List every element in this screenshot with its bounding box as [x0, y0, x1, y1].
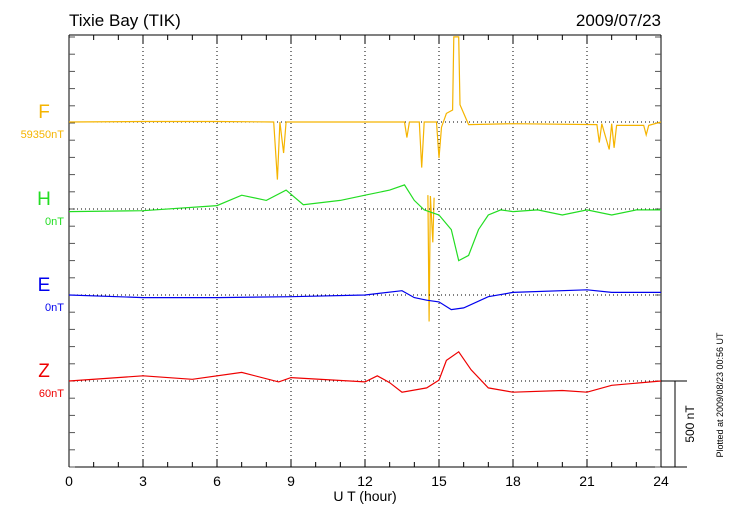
series-line-H [69, 184, 661, 262]
series-name-F: F [38, 102, 50, 123]
x-tick-label: 0 [65, 473, 73, 489]
x-tick-label: 6 [213, 473, 221, 489]
series-name-Z: Z [38, 361, 50, 382]
x-axis-label: U T (hour) [333, 488, 396, 504]
baseline-label-F: 59350nT [21, 129, 65, 141]
series-name-H: H [37, 189, 51, 210]
x-tick-label: 18 [505, 473, 521, 489]
baseline-label-E: 0nT [45, 302, 64, 314]
baseline-label-H: 0nT [45, 216, 64, 228]
series-name-E: E [38, 275, 51, 296]
x-tick-label: 15 [431, 473, 447, 489]
baseline-label-Z: 60nT [39, 388, 64, 400]
plot-footnote: Plotted at 2009/08/23 00:56 UT [715, 332, 725, 458]
series-line-Z [69, 350, 661, 393]
x-tick-label: 3 [139, 473, 147, 489]
chart-title: Tixie Bay (TIK) [69, 11, 181, 30]
series-line-F [69, 36, 661, 322]
chart-date: 2009/07/23 [576, 11, 661, 30]
scale-bar-label: 500 nT [683, 405, 697, 443]
x-tick-label: 9 [287, 473, 295, 489]
x-tick-label: 12 [357, 473, 373, 489]
x-tick-label: 24 [653, 473, 669, 489]
x-tick-label: 21 [579, 473, 595, 489]
series-line-E [69, 289, 661, 311]
